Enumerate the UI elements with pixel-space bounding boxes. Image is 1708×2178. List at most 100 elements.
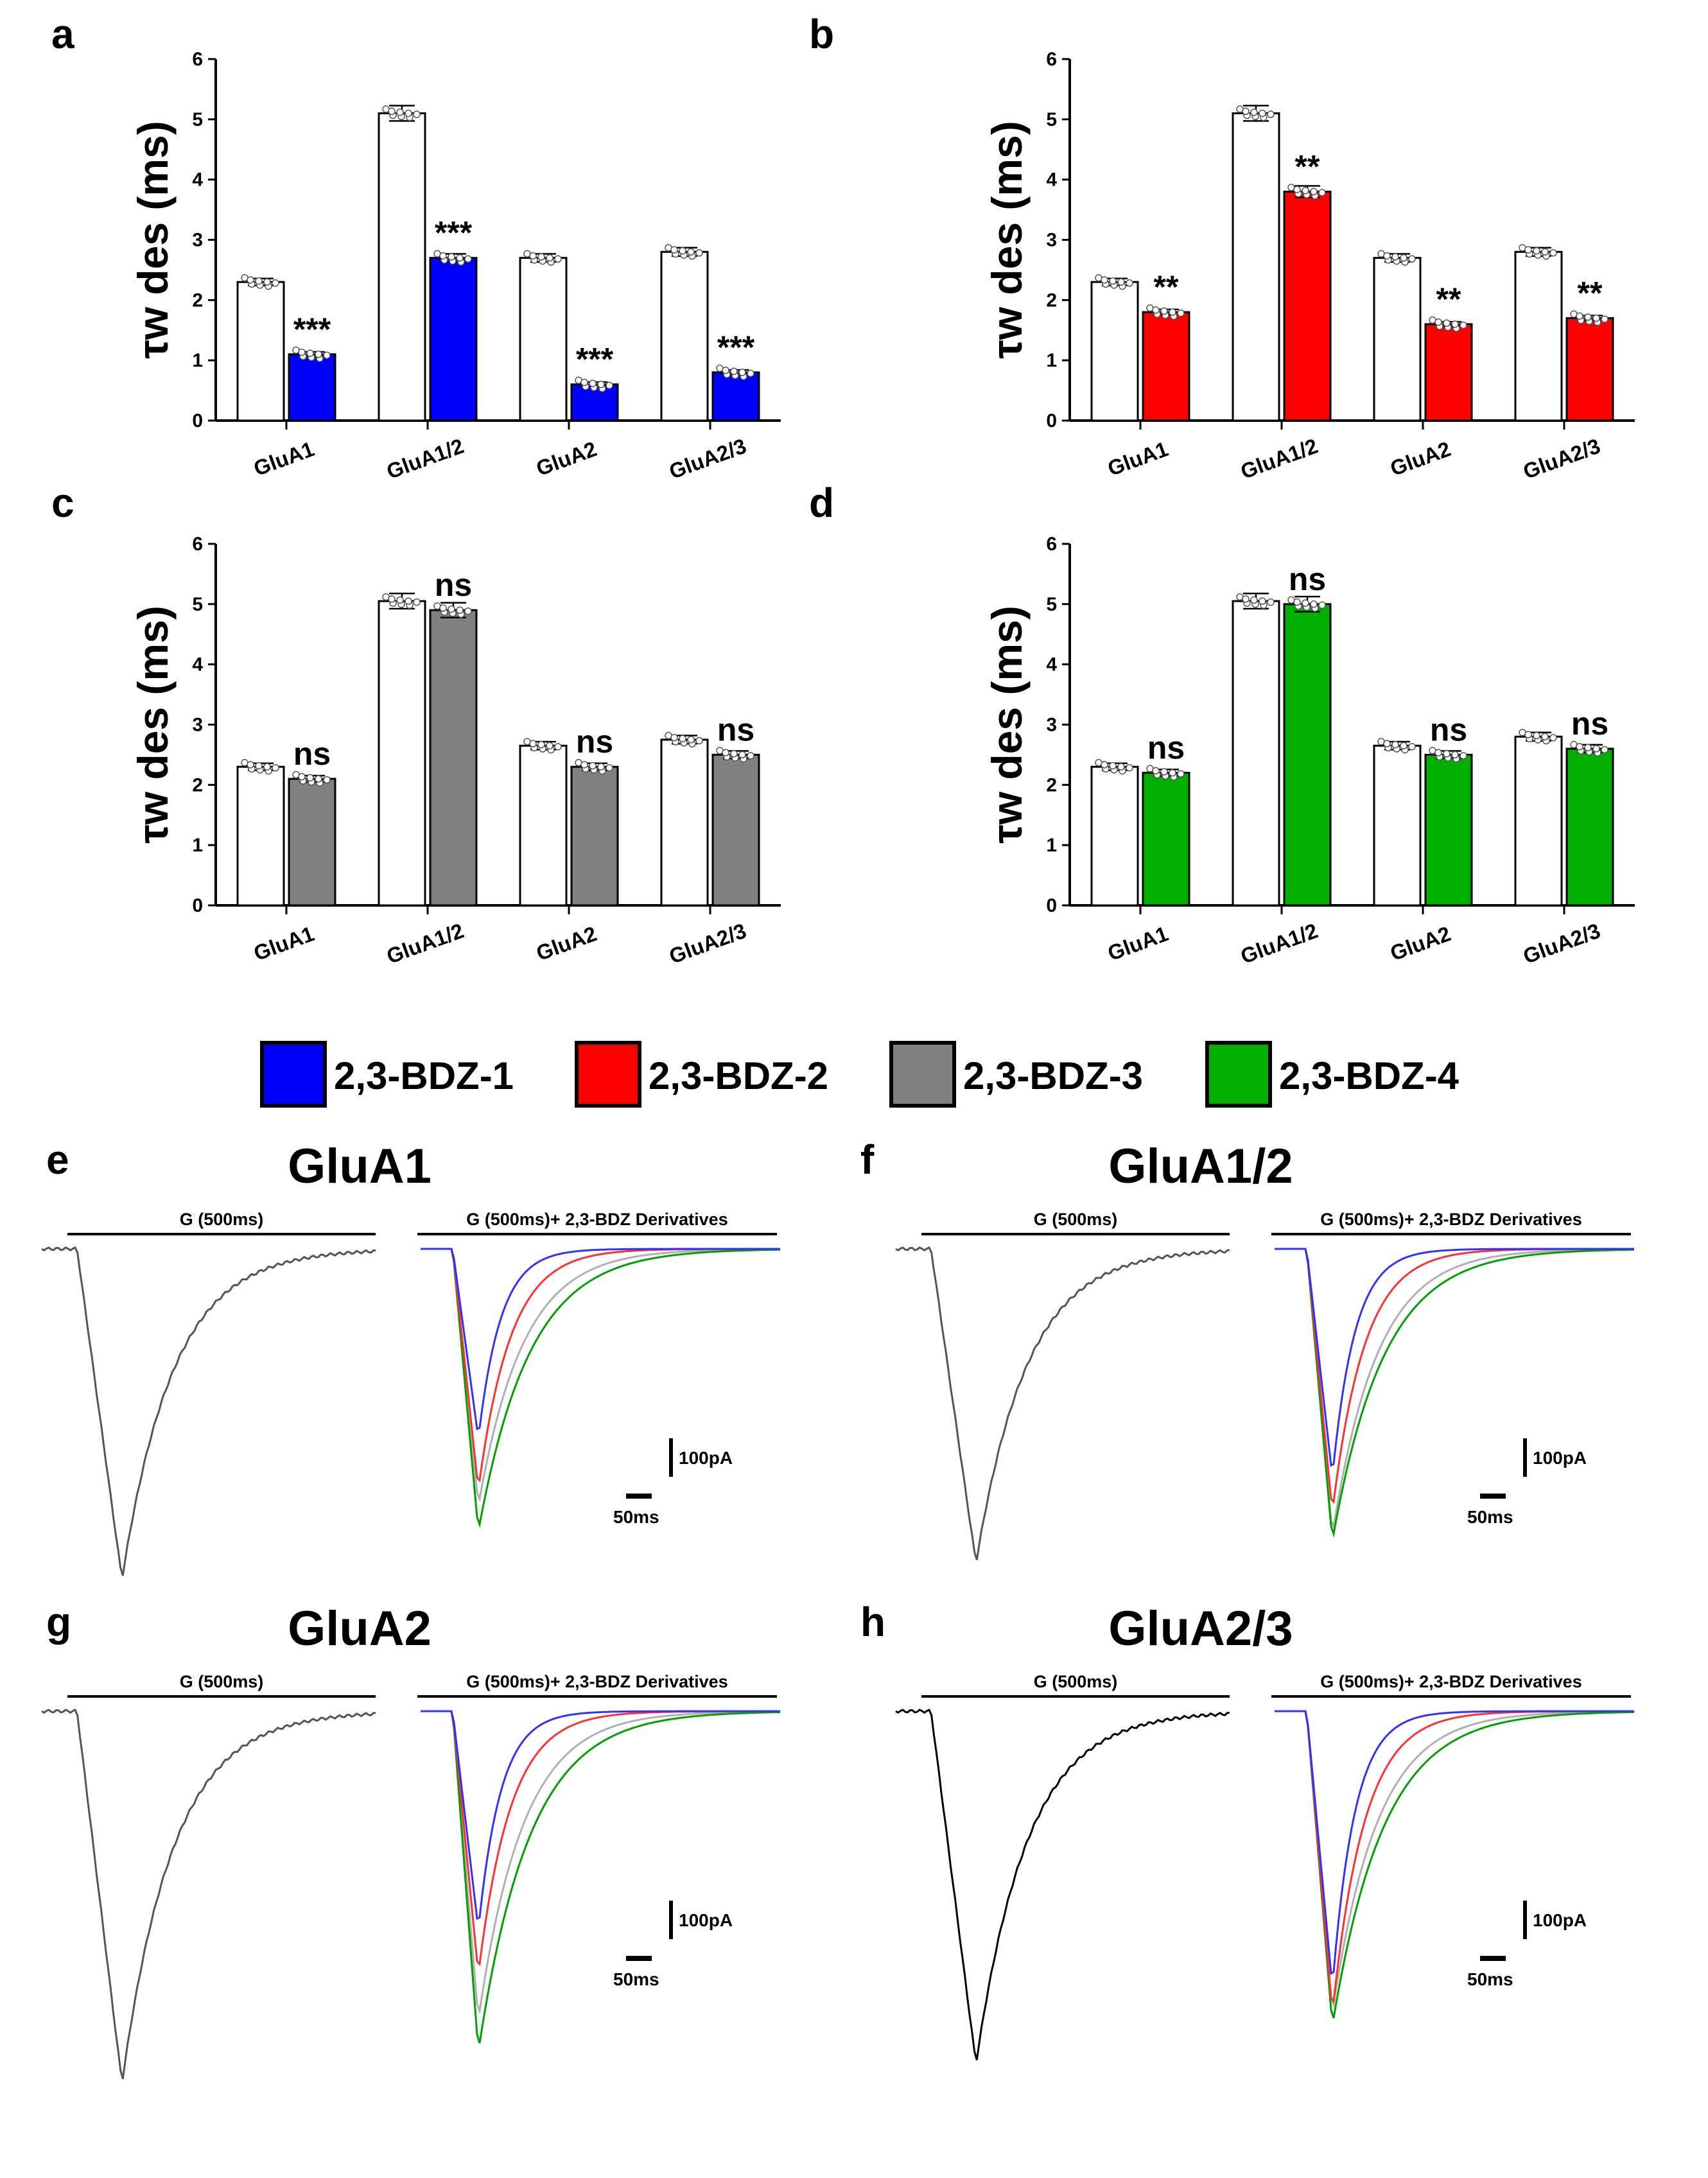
bar <box>1373 257 1422 422</box>
y-tick-label: 2 <box>1046 290 1057 311</box>
bar <box>570 765 619 907</box>
data-point <box>606 381 613 390</box>
bar <box>519 744 568 907</box>
y-axis-label: τw des (ms) <box>983 121 1031 359</box>
legend: 2,3-BDZ-1 2,3-BDZ-2 2,3-BDZ-3 2,3-BDZ-4 <box>260 1041 1460 1108</box>
data-point <box>546 742 553 750</box>
control-trace <box>895 1708 1230 2060</box>
control-trace <box>41 1708 376 2080</box>
data-point <box>1460 321 1467 329</box>
significance-label: *** <box>576 342 614 378</box>
data-point <box>1592 314 1600 322</box>
data-point <box>1443 750 1451 758</box>
bar <box>1232 600 1280 907</box>
data-point <box>1109 762 1117 770</box>
data-point <box>1592 745 1600 753</box>
data-point <box>1250 109 1258 116</box>
y-tick-label: 6 <box>192 49 203 70</box>
stimulus-label: G (500ms) <box>1034 1210 1118 1229</box>
panel-letter: a <box>51 11 74 57</box>
stimulus-label: G (500ms)+ 2,3-BDZ Derivatives <box>1320 1210 1582 1229</box>
data-point <box>298 348 306 356</box>
data-point <box>1533 731 1540 740</box>
y-tick-label: 4 <box>192 170 203 191</box>
data-point <box>1391 740 1399 749</box>
data-point <box>1267 110 1275 118</box>
data-point <box>306 349 314 357</box>
data-point <box>1434 749 1442 756</box>
bar <box>378 112 426 422</box>
data-point <box>589 762 597 770</box>
panel-letter: c <box>51 480 74 526</box>
bar <box>1565 317 1614 422</box>
data-point <box>1533 247 1540 255</box>
data-point <box>1318 601 1326 609</box>
bar <box>378 600 426 907</box>
blue-trace <box>421 1710 780 1921</box>
data-point <box>1101 276 1108 284</box>
data-point <box>747 369 754 378</box>
stimulus-label: G (500ms) <box>180 1210 264 1229</box>
data-point <box>687 736 695 744</box>
gray-trace <box>421 1248 780 1502</box>
data-point <box>580 378 588 387</box>
y-tick-label: 4 <box>192 654 203 675</box>
legend-swatch <box>1205 1041 1272 1108</box>
significance-label: ** <box>1154 269 1179 305</box>
data-point <box>263 278 271 286</box>
bar <box>429 609 478 907</box>
data-point <box>1451 751 1459 759</box>
bar <box>288 353 336 422</box>
data-point <box>695 249 703 257</box>
data-point <box>1434 318 1442 326</box>
trace-panel-g: g GluA2 G (500ms) G (500ms)+ 2,3-BDZ Deriva… <box>41 1599 781 2080</box>
legend-swatch <box>260 1041 327 1108</box>
data-point <box>388 595 396 603</box>
bar <box>236 281 285 422</box>
bar <box>1565 747 1614 907</box>
data-point <box>738 369 746 376</box>
bar <box>1283 190 1332 422</box>
bar <box>1514 250 1563 422</box>
data-point <box>272 764 279 772</box>
y-tick-label: 3 <box>1046 715 1057 736</box>
data-point <box>529 740 537 747</box>
significance-label: *** <box>435 215 473 251</box>
data-point <box>247 276 254 284</box>
data-point <box>1601 315 1608 323</box>
gray-trace <box>1275 1248 1635 1530</box>
data-point <box>537 740 545 749</box>
bar <box>429 257 478 422</box>
data-point <box>722 366 729 374</box>
data-point <box>272 279 279 287</box>
significance-label: ns <box>1289 561 1326 597</box>
data-point <box>1126 279 1133 287</box>
trace-panel-f: f GluA1/2 G (500ms) G (500ms)+ 2,3-BDZ Deri… <box>860 1137 1635 1560</box>
y-tick-label: 6 <box>1046 534 1057 555</box>
data-point <box>1310 187 1318 196</box>
y-tick-label: 1 <box>1046 835 1057 856</box>
stimulus-label: G (500ms) <box>180 1672 264 1691</box>
data-point <box>1391 253 1399 261</box>
data-point <box>1302 187 1309 195</box>
significance-label: ns <box>293 736 331 772</box>
data-point <box>529 252 537 260</box>
legend-swatch <box>575 1041 641 1108</box>
legend-label: 2,3-BDZ-1 <box>334 1054 514 1097</box>
data-point <box>439 604 447 612</box>
data-point <box>1400 742 1407 750</box>
y-tick-label: 0 <box>1046 410 1057 431</box>
control-trace <box>895 1246 1230 1560</box>
bar <box>660 738 709 907</box>
significance-label: ns <box>1571 706 1608 742</box>
y-tick-label: 3 <box>192 715 203 736</box>
data-point <box>606 764 613 772</box>
trace-panels: e GluA1 G (500ms) G (500ms)+ 2,3-BDZ Deriva… <box>41 1137 1635 2080</box>
y-tick-label: 4 <box>1046 170 1057 191</box>
y-tick-label: 5 <box>1046 594 1057 615</box>
scale-label-time: 50ms <box>613 1507 659 1527</box>
data-point <box>546 254 553 262</box>
y-tick-label: 1 <box>192 835 203 856</box>
significance-label: ns <box>1430 711 1467 747</box>
